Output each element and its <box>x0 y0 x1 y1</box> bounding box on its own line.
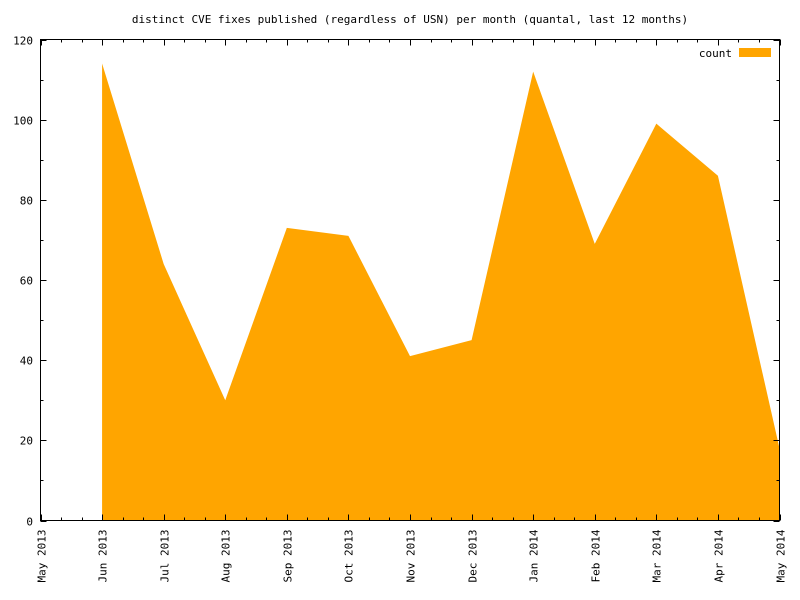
y-tick-label-4: 80 <box>20 195 33 208</box>
x-tick-label-2: Jul 2013 <box>159 530 172 583</box>
x-tick-label-5: Oct 2013 <box>343 530 356 583</box>
x-tick-label-11: Apr 2014 <box>713 529 726 582</box>
y-tick-label-2: 40 <box>20 355 33 368</box>
plot-border <box>40 39 780 521</box>
x-tick-label-0: May 2013 <box>36 530 49 583</box>
y-axis: 0 20 40 60 80 100 120 <box>13 35 780 529</box>
x-tick-label-4: Sep 2013 <box>282 530 295 583</box>
chart-title: distinct CVE fixes published (regardless… <box>132 13 688 26</box>
x-tick-label-10: Mar 2014 <box>651 529 664 582</box>
y-tick-label-6: 120 <box>13 35 33 48</box>
y-tick-label-1: 20 <box>20 435 33 448</box>
legend: count <box>699 47 771 60</box>
x-tick-label-1: Jun 2013 <box>97 530 110 583</box>
x-tick-label-7: Dec 2013 <box>467 530 480 583</box>
x-tick-label-3: Aug 2013 <box>220 530 233 583</box>
x-tick-label-6: Nov 2013 <box>405 530 418 583</box>
legend-swatch <box>739 48 771 57</box>
y-tick-label-0: 0 <box>26 516 33 529</box>
y-tick-label-3: 60 <box>20 275 33 288</box>
x-tick-label-8: Jan 2014 <box>528 529 541 582</box>
x-tick-label-9: Feb 2014 <box>590 529 603 582</box>
series-count-area <box>102 63 780 521</box>
x-tick-label-12: May 2014 <box>775 529 788 582</box>
plot-area <box>102 63 780 521</box>
y-tick-label-5: 100 <box>13 115 33 128</box>
x-axis: May 2013 Jun 2013 Jul 2013 Aug 2013 Sep 2013… <box>36 39 788 583</box>
legend-label: count <box>699 47 732 60</box>
